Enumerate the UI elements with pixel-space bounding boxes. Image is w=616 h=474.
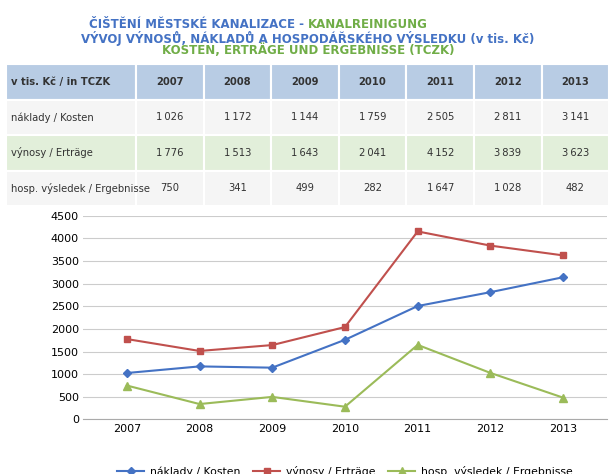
Text: VÝVOJ VÝNOSŮ, NÁKLADŮ A HOSPODÁŘSKÉHO VÝSLEDKU (v tis. Kč): VÝVOJ VÝNOSŮ, NÁKLADŮ A HOSPODÁŘSKÉHO VÝ… (81, 31, 535, 46)
hosp. výsledek / Ergebnisse (487, 370, 494, 376)
Text: výnosy / Erträge: výnosy / Erträge (11, 147, 93, 158)
Text: v tis. Kč / in TCZK: v tis. Kč / in TCZK (11, 77, 110, 87)
Text: 1 513: 1 513 (224, 148, 251, 158)
Text: 3 623: 3 623 (562, 148, 589, 158)
výnosy / Erträge (341, 324, 349, 330)
hosp. výsledek / Ergebnisse (341, 404, 349, 410)
Text: 3 141: 3 141 (562, 112, 589, 122)
náklady / Kosten (341, 337, 349, 343)
Text: 499: 499 (296, 183, 315, 193)
Text: 2007: 2007 (156, 77, 184, 87)
hosp. výsledek / Ergebnisse (559, 395, 567, 401)
výnosy / Erträge (269, 342, 276, 348)
Text: 2009: 2009 (291, 77, 318, 87)
Text: 2 811: 2 811 (494, 112, 522, 122)
Line: hosp. výsledek / Ergebnisse: hosp. výsledek / Ergebnisse (123, 341, 567, 410)
Line: náklady / Kosten: náklady / Kosten (124, 274, 566, 376)
Text: 1 028: 1 028 (494, 183, 521, 193)
Text: 1 759: 1 759 (359, 112, 386, 122)
Text: 2011: 2011 (426, 77, 454, 87)
hosp. výsledek / Ergebnisse (123, 383, 131, 388)
Line: výnosy / Erträge: výnosy / Erträge (124, 228, 566, 354)
Text: ČIŠTĚNÍ MĚSTSKÉ KANALIZACE -: ČIŠTĚNÍ MĚSTSKÉ KANALIZACE - (89, 18, 308, 31)
Text: 750: 750 (160, 183, 179, 193)
náklady / Kosten (269, 365, 276, 371)
Text: 2013: 2013 (562, 77, 590, 87)
Text: 2008: 2008 (224, 77, 251, 87)
náklady / Kosten (487, 289, 494, 295)
náklady / Kosten (123, 370, 131, 376)
výnosy / Erträge (414, 228, 421, 234)
Text: 2010: 2010 (359, 77, 386, 87)
Text: 2 041: 2 041 (359, 148, 386, 158)
výnosy / Erträge (487, 243, 494, 248)
výnosy / Erträge (123, 336, 131, 342)
hosp. výsledek / Ergebnisse (196, 401, 203, 407)
Text: 1 026: 1 026 (156, 112, 184, 122)
Text: 1 776: 1 776 (156, 148, 184, 158)
náklady / Kosten (559, 274, 567, 280)
Text: 341: 341 (228, 183, 247, 193)
Text: KANALREINIGUNG: KANALREINIGUNG (308, 18, 428, 31)
Text: 1 144: 1 144 (291, 112, 318, 122)
Text: KOSTEN, ERTRÄGE UND ERGEBNISSE (TCZK): KOSTEN, ERTRÄGE UND ERGEBNISSE (TCZK) (162, 44, 454, 57)
Text: 2 505: 2 505 (426, 112, 454, 122)
Text: 1 643: 1 643 (291, 148, 318, 158)
Text: 4 152: 4 152 (426, 148, 454, 158)
Text: 1 172: 1 172 (224, 112, 251, 122)
výnosy / Erträge (196, 348, 203, 354)
náklady / Kosten (414, 303, 421, 309)
hosp. výsledek / Ergebnisse (414, 342, 421, 348)
výnosy / Erträge (559, 253, 567, 258)
hosp. výsledek / Ergebnisse (269, 394, 276, 400)
Legend: náklady / Kosten, výnosy / Erträge, hosp. výsledek / Ergebnisse: náklady / Kosten, výnosy / Erträge, hosp… (113, 462, 577, 474)
Text: hosp. výsledek / Ergebnisse: hosp. výsledek / Ergebnisse (11, 183, 150, 194)
Text: 2012: 2012 (494, 77, 522, 87)
náklady / Kosten (196, 364, 203, 369)
Text: 3 839: 3 839 (494, 148, 521, 158)
Text: 482: 482 (566, 183, 585, 193)
Text: náklady / Kosten: náklady / Kosten (11, 112, 94, 123)
Text: 1 647: 1 647 (426, 183, 454, 193)
Text: 282: 282 (363, 183, 382, 193)
